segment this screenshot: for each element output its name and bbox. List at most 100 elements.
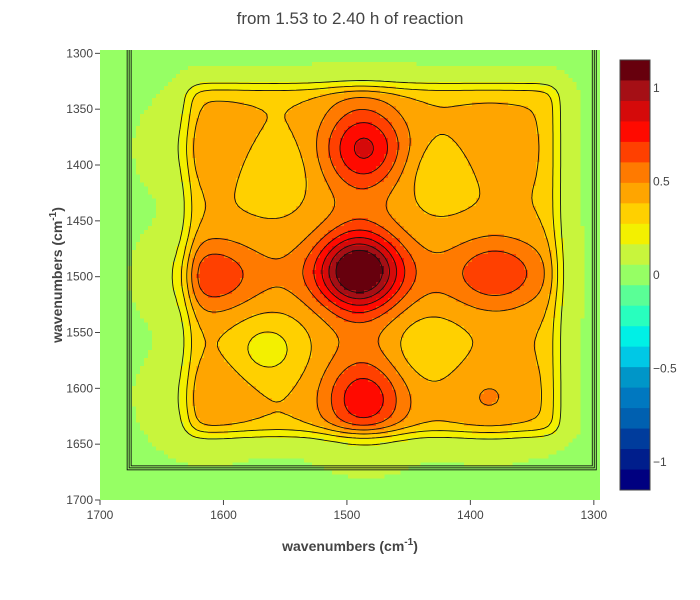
contour-cell: [468, 114, 473, 119]
contour-cell: [560, 126, 565, 131]
contour-cell: [136, 166, 141, 171]
contour-cell: [500, 238, 505, 243]
contour-cell: [204, 86, 209, 91]
contour-cell: [204, 206, 209, 211]
contour-cell: [280, 158, 285, 163]
contour-cell: [536, 110, 541, 115]
contour-cell: [400, 150, 405, 155]
contour-cell: [268, 206, 273, 211]
contour-cell: [276, 242, 281, 247]
contour-cell: [524, 178, 529, 183]
contour-cell: [240, 226, 245, 231]
contour-cell: [224, 210, 229, 215]
contour-cell: [460, 78, 465, 83]
contour-cell: [180, 94, 185, 99]
contour-cell: [472, 214, 477, 219]
contour-cell: [504, 114, 509, 119]
contour-cell: [320, 210, 325, 215]
contour-cell: [352, 118, 357, 123]
contour-cell: [144, 182, 149, 187]
contour-cell: [412, 174, 417, 179]
contour-cell: [420, 190, 425, 195]
contour-cell: [568, 86, 573, 91]
contour-cell: [568, 218, 573, 223]
contour-cell: [472, 178, 477, 183]
contour-cell: [364, 146, 369, 151]
contour-cell: [180, 86, 185, 91]
contour-cell: [172, 238, 177, 243]
contour-cell: [384, 146, 389, 151]
contour-cell: [508, 246, 513, 251]
contour-cell: [240, 194, 245, 199]
contour-cell: [336, 126, 341, 131]
contour-cell: [500, 74, 505, 79]
contour-cell: [552, 130, 557, 135]
contour-cell: [244, 194, 249, 199]
contour-cell: [220, 130, 225, 135]
contour-cell: [452, 174, 457, 179]
contour-cell: [232, 134, 237, 139]
contour-cell: [400, 142, 405, 147]
contour-cell: [176, 222, 181, 227]
contour-cell: [312, 246, 317, 251]
contour-cell: [352, 238, 357, 243]
contour-cell: [400, 114, 405, 119]
contour-cell: [276, 174, 281, 179]
contour-cell: [176, 102, 181, 107]
contour-cell: [372, 82, 377, 87]
contour-cell: [324, 142, 329, 147]
contour-cell: [428, 210, 433, 215]
contour-cell: [464, 198, 469, 203]
contour-cell: [488, 202, 493, 207]
contour-cell: [272, 222, 277, 227]
contour-cell: [164, 110, 169, 115]
contour-cell: [192, 150, 197, 155]
contour-cell: [136, 134, 141, 139]
contour-cell: [292, 142, 297, 147]
contour-cell: [280, 234, 285, 239]
contour-cell: [364, 62, 369, 67]
contour-cell: [196, 242, 201, 247]
contour-cell: [536, 242, 541, 247]
contour-cell: [452, 114, 457, 119]
contour-cell: [336, 218, 341, 223]
contour-cell: [144, 250, 149, 255]
contour-cell: [176, 122, 181, 127]
contour-cell: [292, 158, 297, 163]
contour-cell: [320, 126, 325, 131]
contour-cell: [548, 242, 553, 247]
contour-cell: [240, 238, 245, 243]
contour-cell: [544, 66, 549, 71]
contour-cell: [480, 238, 485, 243]
contour-cell: [260, 130, 265, 135]
contour-cell: [272, 126, 277, 131]
contour-cell: [456, 150, 461, 155]
contour-cell: [532, 86, 537, 91]
contour-cell: [572, 146, 577, 151]
contour-cell: [348, 106, 353, 111]
contour-cell: [224, 218, 229, 223]
contour-cell: [384, 226, 389, 231]
contour-cell: [500, 110, 505, 115]
contour-cell: [452, 230, 457, 235]
contour-cell: [248, 66, 253, 71]
contour-cell: [544, 218, 549, 223]
contour-cell: [420, 70, 425, 75]
contour-cell: [532, 126, 537, 131]
contour-cell: [536, 238, 541, 243]
contour-cell: [352, 226, 357, 231]
contour-cell: [228, 230, 233, 235]
contour-cell: [572, 242, 577, 247]
contour-cell: [524, 190, 529, 195]
contour-cell: [332, 102, 337, 107]
contour-cell: [496, 186, 501, 191]
contour-cell: [476, 242, 481, 247]
contour-cell: [308, 74, 313, 79]
contour-cell: [404, 174, 409, 179]
contour-cell: [464, 134, 469, 139]
contour-cell: [256, 182, 261, 187]
contour-cell: [312, 190, 317, 195]
contour-cell: [324, 218, 329, 223]
contour-cell: [492, 166, 497, 171]
